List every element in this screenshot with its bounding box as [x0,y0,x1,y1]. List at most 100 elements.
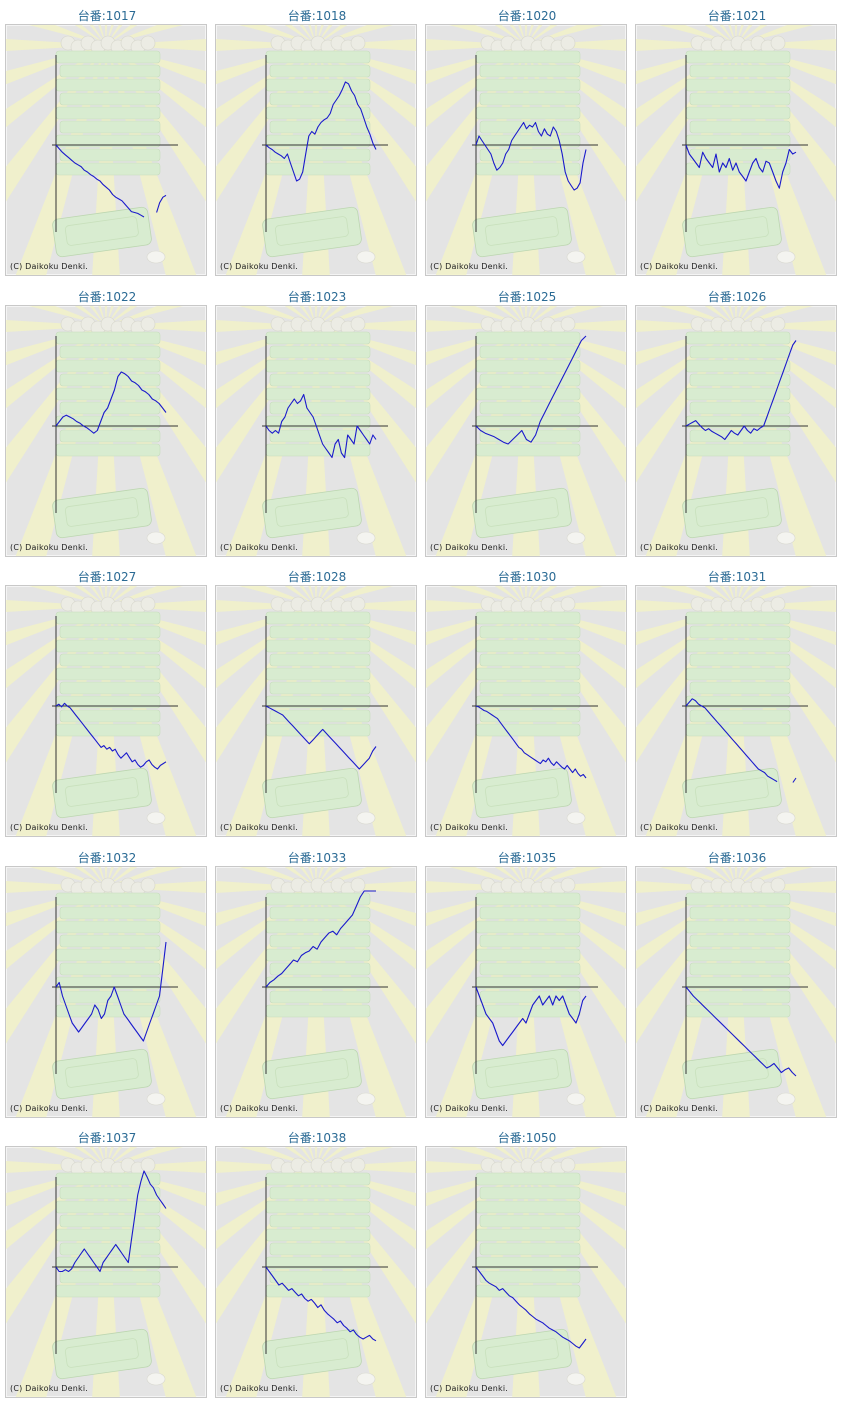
machine-number-link[interactable]: 台番:1026 [707,289,767,304]
machine-number-link[interactable]: 台番:1023 [287,289,347,304]
copyright-text: (C) Daikoku Denki. [10,1384,89,1393]
slot-illustration-background [216,866,416,1117]
machine-chart-cell: 台番:1032 (C) Daikoku Denki. [5,846,209,1121]
chart-frame: (C) Daikoku Denki. [215,585,417,837]
machine-number-link[interactable]: 台番:1031 [707,570,767,584]
slot-illustration-background [426,586,626,836]
copyright-text: (C) Daikoku Denki. [220,1384,299,1393]
machine-chart-cell: 台番:1050 (C) Daikoku Denki. [425,1126,629,1401]
machine-number-link[interactable]: 台番:1028 [287,570,347,584]
machine-number-link[interactable]: 台番:1027 [77,570,137,584]
machine-number-link[interactable]: 台番:1020 [497,9,557,23]
chart-frame: (C) Daikoku Denki. [635,585,837,837]
copyright-text: (C) Daikoku Denki. [220,542,299,552]
slump-graph [426,586,626,836]
chart-frame: (C) Daikoku Denki. [5,865,207,1118]
slot-illustration-background [426,1147,626,1397]
chart-frame: (C) Daikoku Denki. [635,304,837,557]
slump-graph [6,1147,206,1397]
slump-graph [426,25,626,275]
machine-chart-cell: 台番:1028 (C) Daikoku Denki. [215,565,419,840]
slump-graph [636,25,836,275]
slump-series-line [55,941,167,1042]
machine-number-link[interactable]: 台番:1036 [707,850,767,865]
machine-number-link[interactable]: 台番:1032 [77,850,137,865]
copyright-text: (C) Daikoku Denki. [10,542,89,552]
slot-illustration-background [6,25,206,275]
copyright-text: (C) Daikoku Denki. [10,1103,89,1113]
slump-series-line [265,889,376,987]
copyright-text: (C) Daikoku Denki. [430,542,509,552]
machine-chart-cell: 台番:1031 (C) Daikoku Denki. [635,565,839,840]
chart-frame: (C) Daikoku Denki. [215,865,417,1118]
slump-series-line [475,1266,587,1349]
copyright-text: (C) Daikoku Denki. [10,262,89,271]
machine-number-link[interactable]: 台番:1018 [287,9,347,23]
copyright-text: (C) Daikoku Denki. [430,823,509,832]
machine-number-link[interactable]: 台番:1033 [287,850,347,865]
machine-number-link[interactable]: 台番:1038 [287,1131,347,1145]
slump-graph [6,305,206,556]
chart-frame: (C) Daikoku Denki. [215,304,417,557]
slump-series-line [265,1266,377,1342]
slump-series-line [685,986,797,1076]
copyright-text: (C) Daikoku Denki. [640,542,719,552]
machine-chart-cell: 台番:1037 (C) Daikoku Denki. [5,1126,209,1401]
slump-graph [636,305,836,556]
slump-graph [216,1147,416,1397]
copyright-text: (C) Daikoku Denki. [430,1384,509,1393]
machine-chart-cell: 台番:1021 (C) Daikoku Denki. [635,4,839,279]
machine-number-link[interactable]: 台番:1022 [77,289,137,304]
machine-chart-cell: 台番:1020 (C) Daikoku Denki. [425,4,629,279]
slump-series-line [55,370,167,434]
slump-series-line [685,339,797,440]
machine-chart-cell: 台番:1026 (C) Daikoku Denki. [635,285,839,560]
machine-number-link[interactable]: 台番:1021 [707,9,767,23]
machine-number-link[interactable]: 台番:1037 [77,1131,137,1145]
slump-graph [636,866,836,1117]
slump-graph [636,586,836,836]
slot-illustration-background [636,305,836,556]
machine-chart-cell: 台番:1038 (C) Daikoku Denki. [215,1126,419,1401]
slump-series-line [55,1170,167,1273]
slot-illustration-background [6,1147,206,1397]
copyright-text: (C) Daikoku Denki. [220,262,299,271]
machine-number-link[interactable]: 台番:1025 [497,289,557,304]
slump-graph [216,586,416,836]
machine-chart-cell: 台番:1033 (C) Daikoku Denki. [215,846,419,1121]
copyright-text: (C) Daikoku Denki. [640,1103,719,1113]
machine-chart-cell: 台番:1036 (C) Daikoku Denki. [635,846,839,1121]
slot-illustration-background [636,866,836,1117]
slump-series-line [475,705,587,779]
slump-series-line [685,698,797,783]
slump-graph [216,866,416,1117]
machine-chart-cell: 台番:1017 (C) Daikoku Denki. [5,4,209,279]
slump-series-line [265,705,377,770]
machine-chart-cell: 台番:1027 (C) Daikoku Denki. [5,565,209,840]
slump-series-line [685,144,797,189]
copyright-text: (C) Daikoku Denki. [220,823,299,832]
slump-graph [6,25,206,275]
slot-illustration-background [426,25,626,275]
slot-illustration-background [6,305,206,556]
slot-illustration-background [636,25,836,275]
machine-number-link[interactable]: 台番:1050 [497,1131,557,1145]
chart-frame: (C) Daikoku Denki. [5,1146,207,1398]
machine-number-link[interactable]: 台番:1017 [77,9,137,23]
chart-frame: (C) Daikoku Denki. [5,304,207,557]
machine-number-link[interactable]: 台番:1035 [497,850,557,865]
slump-series-line [475,121,587,191]
copyright-text: (C) Daikoku Denki. [430,262,509,271]
slot-illustration-background [6,866,206,1117]
chart-frame: (C) Daikoku Denki. [425,1146,627,1398]
slump-graph [216,25,416,275]
copyright-text: (C) Daikoku Denki. [640,262,719,271]
machine-chart-cell: 台番:1025 (C) Daikoku Denki. [425,285,629,560]
machine-number-link[interactable]: 台番:1030 [497,570,557,584]
chart-frame: (C) Daikoku Denki. [635,865,837,1118]
slot-illustration-background [426,305,626,556]
chart-frame: (C) Daikoku Denki. [215,1146,417,1398]
slump-graph [426,866,626,1117]
slot-illustration-background [216,586,416,836]
chart-frame: (C) Daikoku Denki. [425,24,627,276]
